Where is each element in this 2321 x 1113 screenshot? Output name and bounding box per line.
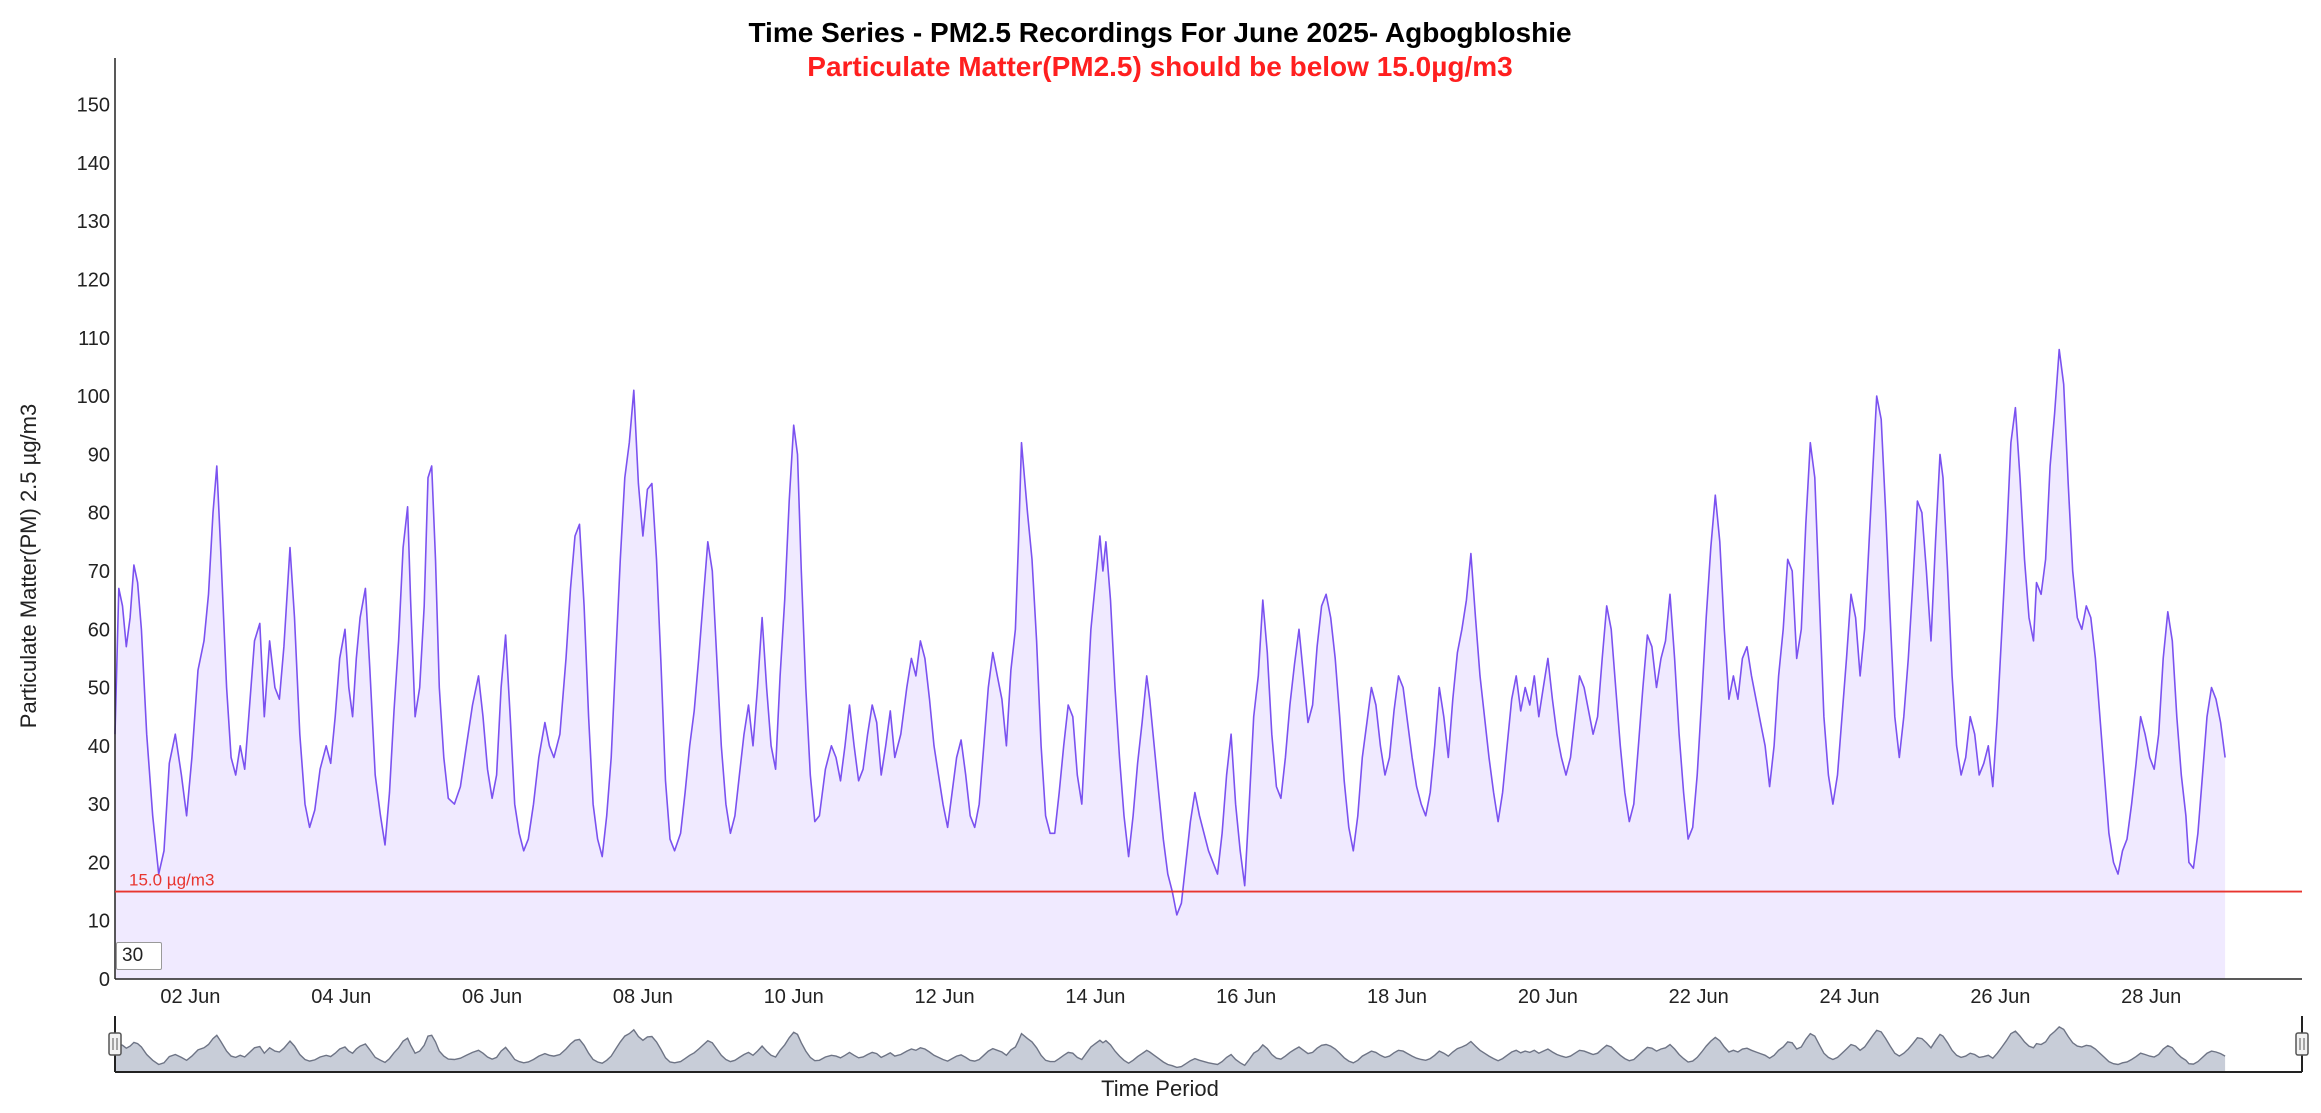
x-tick-label: 14 Jun <box>1065 986 1125 1008</box>
threshold-group: 15.0 µg/m3 <box>115 871 2302 893</box>
series-area <box>115 349 2226 979</box>
y-tick-label: 140 <box>77 153 110 175</box>
navigator-area <box>115 1026 2226 1072</box>
series-line <box>114 348 2226 916</box>
x-tick-label: 12 Jun <box>915 986 975 1008</box>
y-tick-label: 120 <box>77 270 110 292</box>
y-axis: 0 10 20 30 40 50 60 70 80 90 100 110 120 130 140 150 <box>77 58 116 991</box>
navigator-series <box>114 1026 2226 1072</box>
y-tick-label: 90 <box>88 444 110 466</box>
x-tick-label: 26 Jun <box>1970 986 2030 1008</box>
x-tick-label: 22 Jun <box>1669 986 1729 1008</box>
x-tick-label: 18 Jun <box>1367 986 1427 1008</box>
y-tick-label: 10 <box>88 911 110 933</box>
x-tick-label: 06 Jun <box>462 986 522 1008</box>
y-tick-label: 50 <box>88 678 110 700</box>
x-tick-label: 10 Jun <box>764 986 824 1008</box>
x-tick-label: 24 Jun <box>1819 986 1879 1008</box>
x-tick-label: 28 Jun <box>2121 986 2181 1008</box>
x-axis-title: Time Period <box>1101 1076 1219 1101</box>
navigator-right-handle[interactable] <box>2295 1032 2309 1056</box>
y-tick-label: 110 <box>78 328 110 350</box>
y-tick-label: 60 <box>88 619 110 641</box>
y-tick-label: 20 <box>88 852 110 874</box>
y-tick-label: 150 <box>77 95 110 117</box>
y-tick-label: 80 <box>88 503 110 525</box>
chart-title: Time Series - PM2.5 Recordings For June … <box>748 17 1571 48</box>
x-tick-label: 08 Jun <box>613 986 673 1008</box>
range-navigator[interactable] <box>108 1016 2309 1073</box>
y-tick-label: 0 <box>99 969 110 991</box>
chart-subtitle: Particulate Matter(PM2.5) should be belo… <box>807 51 1512 82</box>
y-axis-title: Particulate Matter(PM) 2.5 µg/m3 <box>16 404 41 728</box>
y-tick-label: 130 <box>77 211 110 233</box>
y-tick-label: 100 <box>77 386 110 408</box>
x-tick-label: 20 Jun <box>1518 986 1578 1008</box>
x-axis: 02 Jun 04 Jun 06 Jun 08 Jun 10 Jun 12 Jun 14 J… <box>115 978 2302 1008</box>
y-tick-label: 70 <box>88 561 110 583</box>
y-tick-label: 40 <box>88 736 110 758</box>
navigator-line <box>114 1026 2226 1069</box>
navigator-left-handle[interactable] <box>108 1032 122 1056</box>
plot-area <box>114 348 2226 979</box>
y-tick-label: 30 <box>88 794 110 816</box>
x-tick-label: 02 Jun <box>160 986 220 1008</box>
threshold-label: 15.0 µg/m3 <box>129 871 214 890</box>
zoom-input[interactable]: 30 <box>116 942 162 970</box>
x-tick-label: 04 Jun <box>311 986 371 1008</box>
x-tick-label: 16 Jun <box>1216 986 1276 1008</box>
